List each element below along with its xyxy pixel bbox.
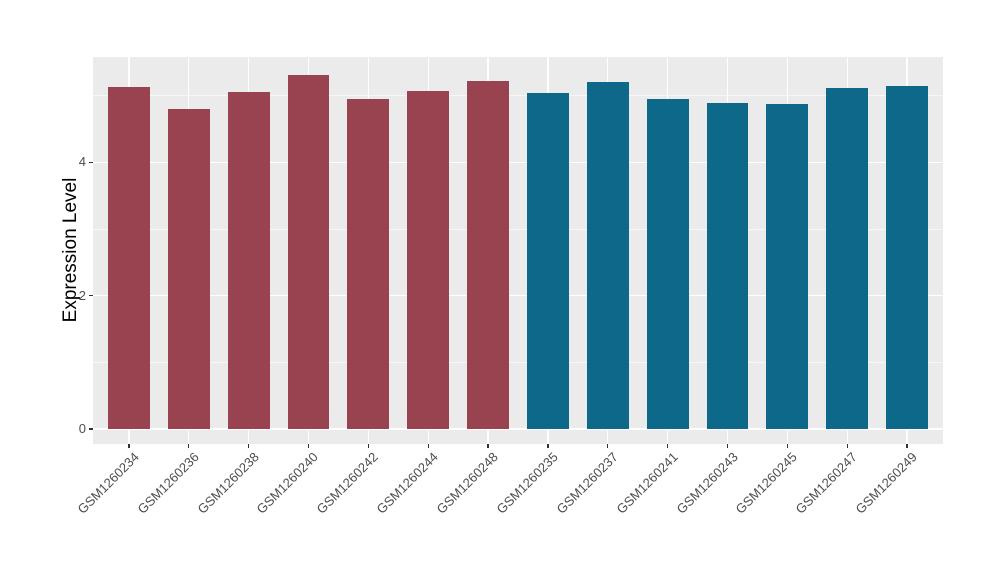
x-tick-mark [667, 444, 669, 448]
x-tick-label: GSM1260240 [254, 449, 322, 517]
x-tick-mark [786, 444, 788, 448]
x-tick-mark [607, 444, 609, 448]
bar [706, 103, 749, 429]
x-tick-label: GSM1260247 [792, 449, 861, 517]
x-tick-label: GSM1260248 [433, 449, 501, 517]
major-gridline [93, 428, 943, 430]
y-tick-label: 2 [78, 287, 86, 303]
bar [646, 99, 689, 429]
x-tick-mark [487, 444, 489, 448]
x-tick-mark [188, 444, 190, 448]
bar [167, 109, 210, 429]
x-tick-label: GSM1260236 [134, 449, 202, 517]
x-tick-mark [307, 444, 310, 448]
y-tick-mark [89, 295, 93, 297]
x-tick-label: GSM1260241 [613, 449, 681, 517]
x-tick-mark [846, 444, 848, 448]
bar [467, 81, 509, 429]
x-tick-mark [367, 444, 369, 448]
x-tick-label: GSM1260244 [373, 449, 442, 517]
minor-gridline [93, 95, 943, 97]
x-tick-label: GSM1260234 [74, 449, 142, 517]
x-tick-mark [128, 444, 130, 448]
x-tick-mark [906, 444, 908, 448]
bar [826, 88, 869, 429]
x-tick-label: GSM1260237 [553, 449, 621, 517]
bar [766, 104, 809, 429]
x-tick-label: GSM1260249 [852, 449, 920, 517]
bar [407, 91, 450, 429]
x-tick-label: GSM1260238 [194, 449, 262, 517]
x-tick-label: GSM1260245 [732, 449, 801, 517]
x-tick-label: GSM1260242 [313, 449, 382, 517]
minor-gridline [93, 228, 943, 230]
bar [347, 99, 390, 429]
minor-gridline [93, 361, 943, 363]
bar [227, 91, 270, 429]
y-tick-label: 0 [78, 421, 86, 436]
bar [107, 87, 150, 429]
bar [287, 75, 330, 429]
bar [586, 81, 629, 429]
bar [886, 85, 929, 429]
bar [526, 93, 569, 429]
plot-panel [93, 57, 943, 444]
x-tick-label: GSM1260235 [493, 449, 561, 517]
x-tick-mark [547, 444, 549, 448]
major-gridline [93, 161, 943, 164]
y-tick-mark [89, 428, 93, 430]
y-tick-mark [89, 161, 93, 163]
x-tick-mark [248, 444, 250, 448]
x-tick-mark [427, 444, 429, 448]
major-gridline [93, 294, 943, 297]
x-tick-label: GSM1260243 [673, 449, 741, 517]
y-tick-label: 4 [78, 154, 86, 170]
x-tick-mark [726, 444, 729, 448]
